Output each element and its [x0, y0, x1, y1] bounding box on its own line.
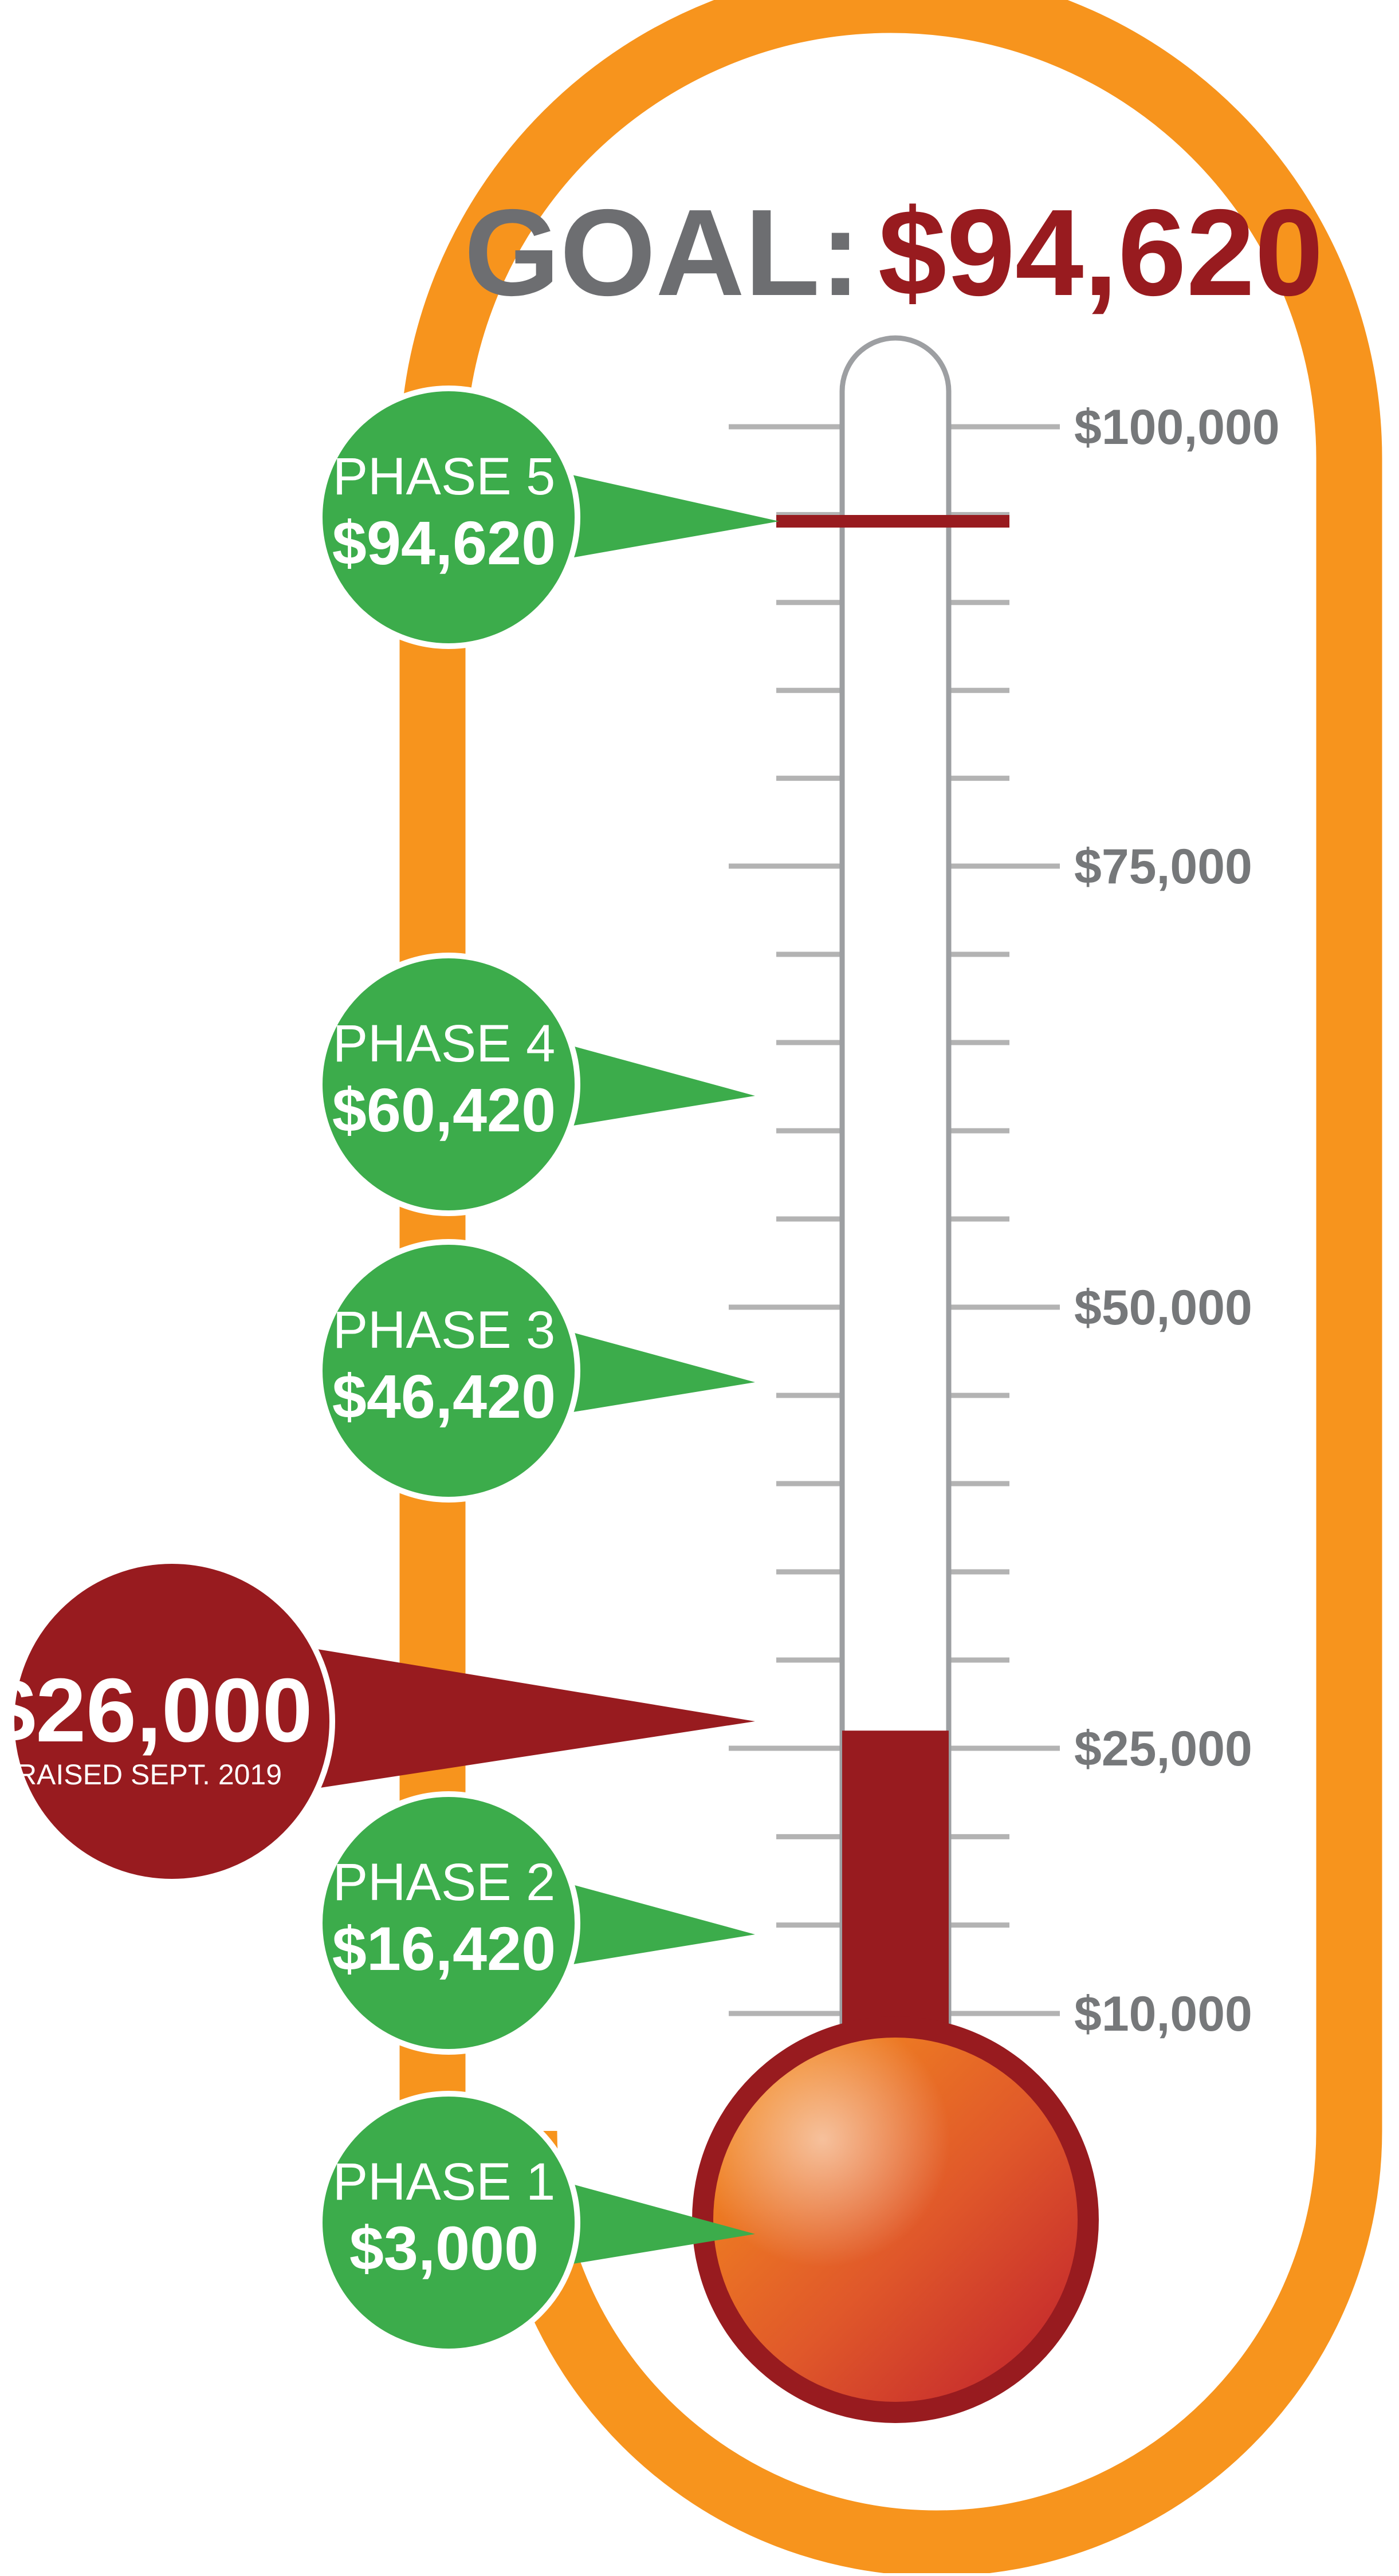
phase-marker: PHASE 2$16,420: [317, 1791, 755, 2055]
tick-marks: [729, 424, 1060, 2016]
phase-marker: PHASE 1$3,000: [317, 2091, 755, 2354]
phase-name: PHASE 4: [333, 1014, 556, 1073]
raised-note: RAISED SEPT. 2019: [16, 1759, 282, 1791]
phase-circle: [317, 1791, 580, 2055]
raised-amount: $26,000: [0, 1660, 313, 1761]
phase-name: PHASE 2: [333, 1853, 556, 1912]
phase-circle: [317, 1239, 580, 1503]
phase-circle: [317, 2091, 580, 2354]
phase-markers: PHASE 1$3,000 PHASE 2$16,420 PHASE 3$46,42…: [317, 386, 779, 2354]
phase-marker: PHASE 3$46,420: [317, 1239, 755, 1503]
thermometer-bulb-shine: [713, 2038, 1078, 2402]
phase-marker: PHASE 4$60,420: [317, 953, 755, 1216]
phase-amount: $16,420: [332, 1914, 556, 1983]
goal-amount: $94,620: [878, 183, 1323, 321]
phase-name: PHASE 3: [333, 1301, 556, 1359]
phase-name: PHASE 5: [333, 447, 556, 506]
tick-label: $25,000: [1074, 1721, 1252, 1776]
phase-name: PHASE 1: [333, 2153, 556, 2211]
tick-label: $10,000: [1074, 1987, 1252, 2042]
phase-amount: $60,420: [332, 1075, 556, 1145]
phase-circle: [317, 386, 580, 649]
raised-pointer: [286, 1644, 755, 1793]
tick-labels: $10,000 $25,000 $50,000 $75,000 $100,000: [1074, 400, 1280, 2042]
phase-amount: $3,000: [349, 2213, 539, 2283]
frame-outline: [399, 0, 1382, 2576]
raised-callout: $26,000 RAISED SEPT. 2019: [0, 1558, 755, 1885]
goal-prefix: GOAL:: [464, 183, 861, 321]
raised-circle: [9, 1558, 335, 1885]
tick-label: $50,000: [1074, 1280, 1252, 1335]
tick-label: $75,000: [1074, 839, 1252, 894]
tick-label: $100,000: [1074, 400, 1280, 455]
goal-title: GOAL: $94,620: [464, 183, 1323, 321]
phase-amount: $94,620: [332, 508, 556, 577]
phase-marker: PHASE 5$94,620: [317, 386, 779, 649]
phase-circle: [317, 953, 580, 1216]
phase-amount: $46,420: [332, 1362, 556, 1431]
